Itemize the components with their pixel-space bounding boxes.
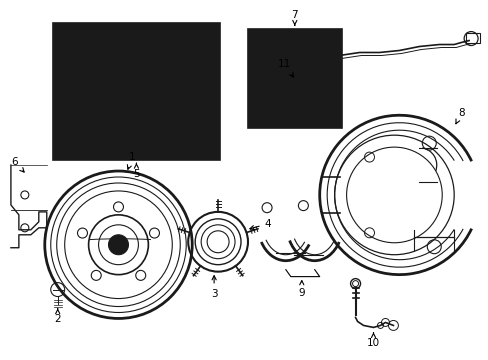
Bar xyxy=(465,32,479,42)
Text: 1: 1 xyxy=(127,152,136,169)
Bar xyxy=(247,28,341,128)
Circle shape xyxy=(108,235,128,255)
Text: 6: 6 xyxy=(12,157,24,172)
Text: 9: 9 xyxy=(298,281,305,298)
Text: 3: 3 xyxy=(210,276,217,298)
Text: 4: 4 xyxy=(249,219,271,230)
Text: 5: 5 xyxy=(133,163,140,179)
Text: 8: 8 xyxy=(455,108,464,124)
Bar xyxy=(53,23,220,160)
Text: 7: 7 xyxy=(291,10,298,25)
Text: 11: 11 xyxy=(278,59,293,77)
Text: 2: 2 xyxy=(54,309,61,324)
Text: 10: 10 xyxy=(366,333,379,348)
